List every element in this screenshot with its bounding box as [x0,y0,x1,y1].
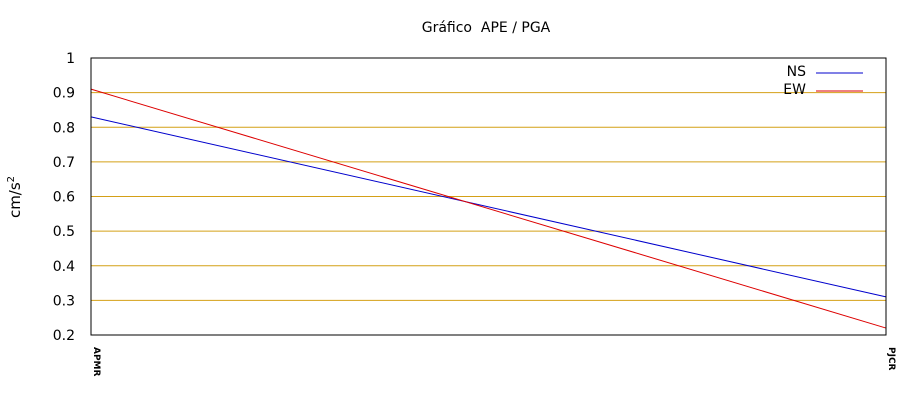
y-tick-label: 0.9 [53,86,75,102]
grid-lines [91,92,886,301]
legend-label-ew: EW [783,82,806,98]
y-tick-label: 1 [66,51,75,67]
y-axis-label-unit: cm/s [6,182,24,218]
y-axis-label-superscript: 2 [6,176,17,182]
y-tick-label: 0.4 [53,259,75,275]
chart-title: Gráfico APE / PGA [422,20,551,36]
series-line-ew [90,88,887,329]
series-line-ns [90,116,887,298]
plot-area-frame [90,57,887,336]
x-tick-label: PJCR [886,347,896,371]
x-tick-labels: APMR PJCR [91,347,896,377]
legend: NS EW [783,64,863,98]
y-tick-label: 0.6 [53,190,75,206]
y-tick-label: 0.7 [53,155,75,171]
series-lines [90,88,887,329]
y-tick-label: 0.8 [53,120,75,136]
legend-label-ns: NS [787,64,806,80]
x-tick-label: APMR [91,347,101,377]
y-tick-labels: 0.2 0.3 0.4 0.5 0.6 0.7 0.8 0.9 1 [53,51,75,344]
y-tick-label: 0.5 [53,224,75,240]
y-tick-label: 0.3 [53,293,75,309]
y-tick-label: 0.2 [53,328,75,344]
y-axis-label: cm/s2 [6,176,24,218]
